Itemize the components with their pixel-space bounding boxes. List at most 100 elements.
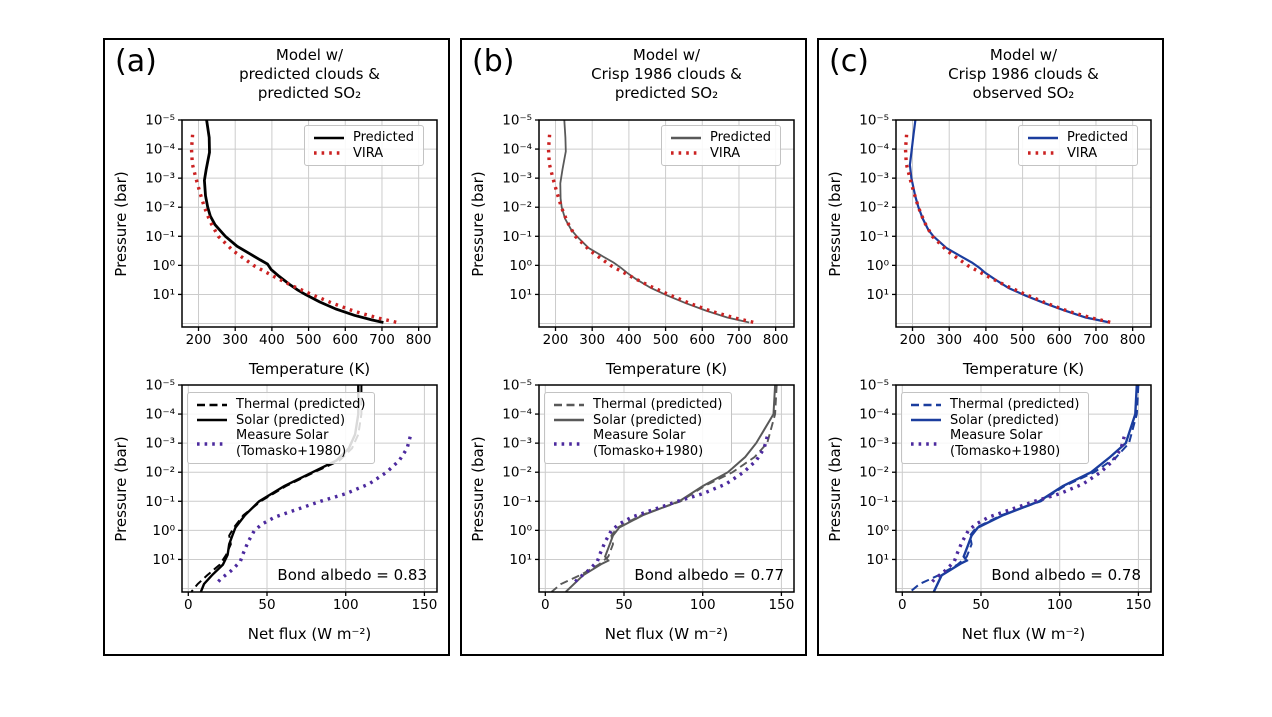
y-tick-label: 10⁰ (509, 523, 532, 539)
y-tick-label: 10⁻⁵ (859, 113, 889, 129)
series-measure-solar (570, 436, 769, 587)
x-axis-label-top: Temperature (K) (962, 360, 1085, 378)
bond-albedo-annotation: Bond albedo = 0.83 (277, 566, 427, 584)
series-measure-solar (927, 436, 1126, 587)
x-tick-label: 700 (1083, 332, 1109, 348)
chart-b-bottom: 0 50 100 150 10⁻⁵ 10⁻⁴ 10⁻³ 10⁻² 10⁻¹ 10⁰ 10¹ (502, 378, 795, 613)
y-axis-label-top: Pressure (bar) (826, 170, 844, 277)
series-solar-predicted- (932, 385, 1138, 592)
dashed-line-sample-icon (554, 403, 584, 406)
y-tick-label: 10¹ (509, 552, 532, 568)
dashed-line-sample-icon (911, 403, 941, 406)
legend-entry-label: Predicted (1066, 130, 1128, 145)
chart-b-top: 200 300 400 500 600 700 800 10⁻⁵ 10⁻⁴ 10⁻³ 10⁻² 10⁻… (502, 113, 795, 348)
x-tick-label: 600 (689, 332, 715, 348)
x-tick-label: 0 (541, 597, 550, 613)
legend-entry: Predicted (1026, 130, 1128, 146)
y-tick-label: 10¹ (509, 287, 532, 303)
x-axis-label-bottom: Net flux (W m⁻²) (961, 625, 1086, 643)
y-tick-label: 10⁻⁴ (502, 407, 532, 423)
y-tick-label: 10⁻¹ (859, 494, 889, 510)
y-tick-label: 10⁻⁵ (145, 378, 175, 394)
series-solar-predicted- (565, 385, 777, 592)
series-predicted (559, 120, 750, 324)
y-axis-label-top: Pressure (bar) (469, 170, 487, 277)
dotted-line-sample-icon (670, 151, 701, 155)
legend-entry: Measure Solar (Tomasko+1980) (195, 428, 365, 459)
dotted-line-sample-icon (554, 441, 584, 446)
series-vira (546, 134, 755, 325)
legend-entry-label: Measure Solar (Tomasko+1980) (236, 428, 347, 459)
x-tick-label: 700 (369, 332, 395, 348)
solid-line-sample-icon (670, 136, 701, 139)
y-tick-label: 10⁻⁵ (502, 113, 532, 129)
y-tick-label: 10⁰ (509, 258, 532, 274)
x-tick-label: 200 (900, 332, 926, 348)
x-tick-label: 50 (972, 597, 989, 613)
y-tick-label: 10¹ (866, 287, 889, 303)
legend-entry-label: VIRA (1066, 145, 1098, 161)
axes-frame (895, 384, 1152, 593)
y-tick-label: 10⁻³ (859, 436, 889, 452)
y-axis-label-bottom: Pressure (bar) (469, 435, 487, 542)
panel-b: (b) Model w/ Crisp 1986 clouds & predict… (460, 38, 807, 656)
legend-entry-label: Thermal (predicted) (593, 397, 723, 412)
y-tick-label: 10⁻² (859, 465, 889, 481)
x-tick-label: 600 (1046, 332, 1072, 348)
series-thermal-predicted- (190, 385, 363, 592)
legend-entry: Solar (predicted) (552, 413, 722, 429)
y-tick-label: 10⁻² (859, 200, 889, 216)
y-tick-label: 10⁻² (502, 200, 532, 216)
y-axis-label-bottom: Pressure (bar) (826, 435, 844, 542)
x-tick-label: 100 (690, 597, 716, 613)
x-tick-label: 100 (333, 597, 359, 613)
chart-c-bottom: 0 50 100 150 10⁻⁵ 10⁻⁴ 10⁻³ 10⁻² 10⁻¹ 10⁰ 10¹ (859, 378, 1152, 613)
legend-entry: Thermal (predicted) (909, 397, 1079, 413)
y-tick-label: 10⁻⁵ (859, 378, 889, 394)
series-vira (189, 134, 398, 325)
y-tick-label: 10⁻¹ (859, 229, 889, 245)
legend-entry: VIRA (312, 146, 414, 162)
y-tick-label: 10⁻¹ (145, 229, 175, 245)
dotted-line-sample-icon (1027, 151, 1058, 155)
legend-entry-label: Predicted (352, 130, 414, 145)
x-tick-label: 500 (653, 332, 679, 348)
panel-a-title-line1: Model w/ (275, 46, 344, 64)
panel-a-title-line3: predicted SO₂ (257, 84, 362, 102)
panel-a-label: (a) (115, 44, 157, 79)
x-tick-label: 100 (1047, 597, 1073, 613)
x-tick-label: 300 (222, 332, 248, 348)
dotted-line-sample-icon (313, 151, 344, 155)
series-predicted (908, 120, 1111, 324)
x-tick-label: 500 (296, 332, 322, 348)
legend-entry: Predicted (312, 130, 414, 146)
y-tick-label: 10⁰ (152, 258, 175, 274)
y-tick-label: 10⁻³ (859, 171, 889, 187)
x-tick-label: 0 (184, 597, 193, 613)
chart-a-bottom: 0 50 100 150 10⁻⁵ 10⁻⁴ 10⁻³ 10⁻² 10⁻¹ 10⁰ 10¹ (145, 378, 438, 613)
series-thermal-predicted- (909, 385, 1140, 592)
y-tick-label: 10⁰ (152, 523, 175, 539)
panel-c-label: (c) (829, 44, 869, 79)
legend-top: Predicted VIRA (1017, 125, 1138, 166)
legend-entry: VIRA (669, 146, 771, 162)
y-tick-label: 10⁻² (145, 200, 175, 216)
y-tick-label: 10⁻⁵ (145, 113, 175, 129)
y-tick-label: 10⁻¹ (145, 494, 175, 510)
x-tick-label: 800 (1120, 332, 1146, 348)
legend-entry-label: Solar (predicted) (593, 412, 703, 428)
panel-c-title-line2: Crisp 1986 clouds & (948, 65, 1099, 83)
legend-entry-label: VIRA (709, 145, 741, 161)
panel-b-title-line3: predicted SO₂ (614, 84, 719, 102)
solid-line-sample-icon (911, 419, 941, 422)
panel-c-plots-svg: 200 300 400 500 600 700 80010⁻⁵10⁻⁴10⁻³10⁻²10⁻… (859, 113, 1152, 613)
panel-c: (c) Model w/ Crisp 1986 clouds & observe… (817, 38, 1164, 656)
x-tick-label: 0 (898, 597, 907, 613)
solid-line-sample-icon (313, 136, 344, 139)
y-tick-label: 10⁻² (145, 465, 175, 481)
chart-c-top: 200 300 400 500 600 700 800 10⁻⁵ 10⁻⁴ 10⁻³ 10⁻² 10⁻… (859, 113, 1152, 348)
legend-top: Predicted VIRA (660, 125, 781, 166)
panel-c-title-line1: Model w/ (989, 46, 1058, 64)
legend-entry: Solar (predicted) (909, 413, 1079, 429)
